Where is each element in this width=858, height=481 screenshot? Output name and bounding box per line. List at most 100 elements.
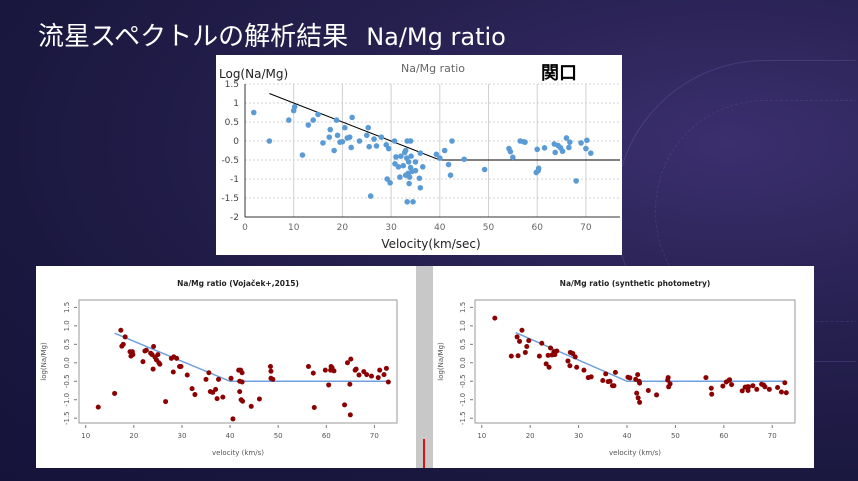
data-point: [120, 341, 126, 347]
data-point: [206, 370, 212, 376]
plot-frame: [474, 299, 796, 424]
data-point: [391, 138, 398, 144]
data-point: [174, 355, 180, 361]
data-point: [778, 389, 784, 395]
y-tick-label: 1.0: [459, 320, 467, 331]
data-point: [239, 370, 245, 376]
data-point: [130, 352, 136, 358]
data-point: [517, 338, 523, 344]
data-point: [603, 371, 609, 377]
data-point: [122, 334, 128, 340]
x-axis-label: velocity (km/s): [212, 449, 264, 457]
data-point: [299, 152, 306, 158]
data-point: [635, 395, 641, 401]
y-tick-label: 1.5: [459, 302, 467, 313]
x-tick-label: 20: [129, 432, 138, 440]
data-point: [286, 117, 292, 123]
data-point: [203, 376, 209, 382]
data-point: [406, 174, 413, 180]
data-point: [406, 180, 412, 187]
x-tick-label: 70: [768, 432, 777, 440]
data-point: [410, 199, 416, 205]
data-point: [393, 154, 399, 160]
data-point: [256, 396, 262, 402]
data-point: [150, 366, 156, 372]
data-point: [384, 176, 391, 182]
data-point: [522, 139, 528, 145]
data-point: [481, 166, 488, 173]
data-point: [539, 340, 545, 346]
data-point: [729, 382, 735, 388]
data-point: [356, 138, 363, 144]
chart-svg: 10 20 30 40 50 60 70 -1.5 -1.0 -0.5 0.0 0.5 1.0 1.5 Na…: [437, 279, 796, 457]
y-tick-label: 1.0: [63, 320, 71, 331]
data-point: [745, 387, 751, 393]
plot-frame: [78, 299, 398, 424]
data-point: [192, 392, 198, 398]
data-point: [449, 138, 455, 144]
data-point: [543, 361, 549, 367]
data-point: [331, 368, 337, 374]
data-point: [417, 184, 424, 191]
data-point: [775, 385, 781, 391]
data-point: [170, 369, 176, 375]
data-point: [417, 150, 424, 156]
data-point: [377, 367, 383, 373]
x-tick-label: 70: [370, 432, 379, 440]
x-tick-label: 20: [526, 432, 535, 440]
data-point: [395, 164, 402, 170]
y-tick-label: 0.5: [225, 118, 239, 128]
x-tick-label: 20: [337, 223, 349, 233]
chart-svg: 10 20 30 40 50 60 70 -1.5 -1.0 -0.5 0.0 0.5 1.0 1.5 Na…: [40, 279, 398, 457]
y-tick-label: -0.5: [221, 156, 239, 166]
data-point: [654, 392, 660, 398]
y-axis-label: log(Na/Mg): [40, 342, 48, 381]
data-point: [346, 134, 353, 140]
data-point: [514, 334, 520, 340]
y-tick-label: 0.0: [63, 357, 71, 368]
data-point: [573, 178, 579, 184]
x-tick-label: 50: [671, 432, 680, 440]
data-point: [348, 356, 354, 362]
data-point: [637, 380, 643, 386]
data-point: [611, 383, 617, 389]
x-tick-label: 30: [385, 223, 397, 233]
x-tick-label: 60: [322, 432, 331, 440]
y-tick-label: -1.5: [221, 194, 239, 204]
chart-title: Na/Mg ratio: [401, 62, 465, 75]
data-point: [228, 375, 234, 381]
data-point: [353, 366, 359, 372]
data-point: [385, 145, 392, 152]
data-point: [326, 382, 332, 388]
y-tick-label: 0.5: [459, 339, 467, 350]
data-point: [151, 344, 157, 350]
x-tick-label: 10: [81, 432, 90, 440]
data-point: [519, 327, 525, 333]
data-point: [637, 399, 643, 405]
data-point: [387, 180, 393, 186]
data-point: [739, 388, 745, 394]
data-point: [545, 352, 551, 358]
data-point: [367, 193, 374, 199]
data-point: [565, 358, 571, 364]
data-point: [783, 390, 789, 396]
data-point: [559, 148, 566, 155]
data-point: [310, 370, 316, 376]
data-point: [552, 149, 559, 156]
data-point: [331, 147, 337, 154]
data-point: [709, 391, 715, 397]
data-point: [322, 367, 328, 373]
data-point: [356, 372, 362, 378]
y-tick-label: -0.5: [459, 374, 467, 388]
data-point: [383, 365, 389, 371]
data-point: [344, 360, 350, 366]
data-point: [189, 386, 195, 392]
title-suffix: Na/Mg ratio: [366, 23, 506, 51]
x-tick-label: 30: [177, 432, 186, 440]
data-point: [230, 416, 236, 422]
y-tick-label: 1.5: [63, 302, 71, 313]
data-point: [634, 390, 640, 396]
y-tick-label: -1.5: [63, 411, 71, 425]
x-tick-label: 0: [242, 223, 248, 233]
data-point: [526, 338, 532, 344]
